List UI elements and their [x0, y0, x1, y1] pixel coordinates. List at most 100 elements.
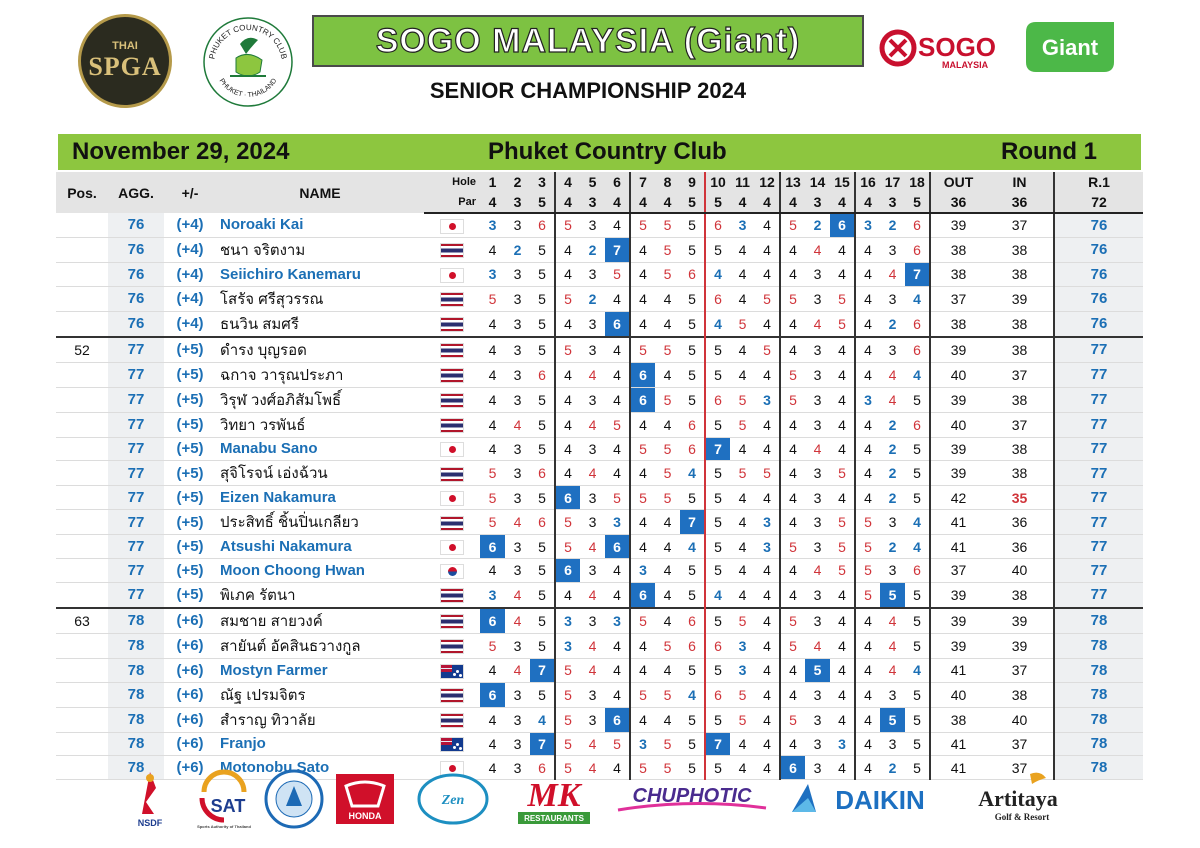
hole-score: 5	[538, 266, 546, 283]
hole-score: 5	[680, 335, 705, 363]
hole-score: 4	[554, 237, 580, 263]
aggregate-score: 78	[108, 606, 164, 634]
hole-score: 4	[779, 509, 805, 535]
hole-score: 4	[813, 315, 822, 332]
hole-score: 3	[838, 735, 846, 752]
hole-par: 5	[680, 192, 705, 214]
hole-score: 6	[538, 514, 546, 531]
hole-score: 4	[554, 412, 580, 438]
aggregate-score: 77	[108, 582, 164, 608]
hole-score: 5	[688, 391, 696, 408]
position	[56, 633, 108, 658]
hole-score: 5	[554, 682, 580, 708]
position	[56, 486, 108, 510]
hole-score: 5	[838, 290, 846, 307]
player-name: Manabu Sano	[220, 440, 318, 458]
hole-score: 4	[755, 606, 780, 634]
country-flag	[424, 437, 480, 461]
hole-score: 4	[488, 711, 497, 728]
kr-flag-icon	[440, 563, 464, 579]
hole-score: 5	[838, 562, 846, 579]
in-score: 38	[1011, 241, 1028, 258]
hole-score: 4	[605, 335, 630, 363]
hole-score: 4	[488, 416, 497, 433]
hole-score: 4	[663, 315, 672, 332]
out-score: 39	[929, 213, 986, 238]
hole-score: 5	[704, 534, 730, 559]
round-total: 78	[1053, 755, 1143, 780]
to-par: (+5)	[176, 416, 204, 434]
hole-score: 4	[913, 290, 921, 307]
hole-score: 5	[663, 217, 672, 234]
hole-score: 2	[888, 465, 897, 482]
country-flag	[424, 362, 480, 387]
hole-score: 5	[738, 315, 747, 332]
au-flag-icon	[440, 663, 464, 679]
th-flag-icon	[440, 417, 464, 433]
hole-score: 2	[888, 315, 897, 332]
hole-score: 4	[738, 562, 747, 579]
hole-score: 5	[755, 335, 780, 363]
hole-score: 4	[588, 366, 597, 383]
hole-score: 5	[613, 416, 621, 433]
hole-score: 4	[830, 606, 855, 634]
aggregate-score: 76	[108, 213, 164, 238]
hole-score: 3	[888, 514, 897, 531]
hole-score: 6	[688, 266, 696, 283]
jp-flag-icon	[440, 491, 464, 507]
svg-text:Golf & Resort: Golf & Resort	[995, 812, 1049, 822]
hole-score: 4	[663, 538, 672, 555]
to-par: (+5)	[176, 586, 204, 604]
to-par: (+5)	[164, 335, 216, 363]
hole-score: 5	[688, 290, 696, 307]
hole-score: 4	[613, 465, 621, 482]
hole-score: 6	[688, 440, 696, 457]
par-label: Par	[424, 192, 480, 214]
hole-score: 5	[613, 266, 621, 283]
hole-score: 5	[538, 686, 546, 703]
hole-score: 4	[663, 586, 672, 603]
hole-par: 3	[880, 192, 905, 214]
hole-score: 4	[854, 658, 880, 683]
hole-score: 4	[779, 412, 805, 438]
position	[56, 387, 108, 412]
player-row: 77 (+5) ประสิทธิ์ ชิ้นปิ่นเกลียว 5 4 6 5 3 3 4 4 7 5…	[56, 509, 1143, 535]
to-par: (+6)	[164, 606, 216, 634]
out-score: 39	[929, 460, 986, 486]
hole-score: 5	[913, 637, 921, 654]
hole-score: 5	[779, 633, 805, 659]
hole-score: 4	[613, 440, 621, 457]
hole-score: 6	[605, 707, 630, 733]
hole-score: 6	[913, 416, 921, 433]
hole-score: 5	[538, 562, 546, 579]
player-row: 77 (+5) Moon Choong Hwan 4 3 5 6 3 4 3 4 5 5 4 4 4 4 5 5 3 6…	[56, 558, 1143, 583]
player-name: Franjo	[220, 735, 266, 753]
hole-score: 7	[605, 237, 630, 263]
hole-score: 3	[880, 335, 905, 363]
hole-score: 5	[538, 416, 546, 433]
hole-score: 3	[813, 290, 822, 307]
to-par: (+5)	[176, 561, 204, 579]
hole-score: 5	[688, 217, 696, 234]
hole-score: 4	[854, 707, 880, 733]
hole-score: 3	[805, 606, 830, 634]
hole-score: 4	[854, 732, 880, 756]
hole-score: 4	[888, 366, 897, 383]
hole-score: 5	[688, 366, 696, 383]
round-total: 77	[1053, 558, 1143, 583]
round-total: 76	[1053, 237, 1143, 263]
hole-score: 4	[854, 286, 880, 312]
position: 63	[56, 606, 108, 634]
hole-score: 5	[704, 412, 730, 438]
hole-score: 6	[704, 286, 730, 312]
out-score: 39	[929, 633, 986, 659]
hole-score: 4	[613, 759, 621, 776]
hole-score: 3	[588, 562, 597, 579]
hole-score: 4	[554, 362, 580, 388]
position	[56, 437, 108, 461]
country-flag	[424, 286, 480, 311]
aggregate-score: 76	[108, 262, 164, 287]
country-flag	[424, 707, 480, 732]
hole-score: 4	[763, 711, 771, 728]
event-title: SOGO MALAYSIA (Giant)	[375, 21, 801, 60]
